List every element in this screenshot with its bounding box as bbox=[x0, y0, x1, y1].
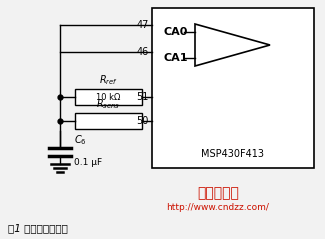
Text: 46: 46 bbox=[137, 47, 149, 57]
Text: CA1: CA1 bbox=[164, 53, 188, 63]
Text: 47: 47 bbox=[136, 20, 149, 30]
Text: 电子电路网: 电子电路网 bbox=[197, 186, 239, 200]
Text: http://www.cndzz.com/: http://www.cndzz.com/ bbox=[166, 202, 269, 212]
Bar bbox=[152, 8, 314, 168]
Text: MSP430F413: MSP430F413 bbox=[202, 149, 265, 159]
Text: $R_{sens}$: $R_{sens}$ bbox=[97, 97, 121, 111]
Text: CA0: CA0 bbox=[164, 27, 188, 37]
Text: 0.1 μF: 0.1 μF bbox=[74, 158, 102, 167]
Text: 51: 51 bbox=[136, 92, 149, 102]
Text: $C_6$: $C_6$ bbox=[74, 133, 87, 147]
Bar bbox=[75, 113, 142, 129]
Text: 10 kΩ: 10 kΩ bbox=[96, 92, 121, 102]
Text: 50: 50 bbox=[136, 116, 149, 126]
Polygon shape bbox=[195, 24, 270, 66]
Text: $R_{ref}$: $R_{ref}$ bbox=[99, 73, 118, 87]
Text: 图1 电阵测量示意图: 图1 电阵测量示意图 bbox=[8, 223, 68, 233]
Bar bbox=[75, 89, 142, 105]
